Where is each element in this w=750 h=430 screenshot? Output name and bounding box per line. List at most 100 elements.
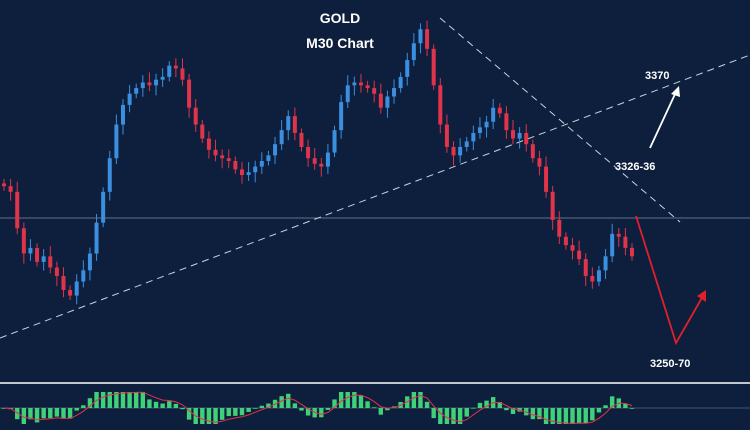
oscillator-bar [576,408,582,423]
oscillator-bar [457,408,463,424]
oscillator-bar [41,408,46,419]
oscillator-bar [100,392,106,408]
candle-body [246,172,251,176]
oscillator-bar [200,408,205,424]
candle-body [616,233,621,237]
level-label-mid: 3326-36 [615,161,655,173]
candle-body [306,146,311,159]
oscillator-bar [213,408,218,424]
candle-body [484,121,489,128]
candle-body [325,152,330,167]
level-label-lower: 3250-70 [650,358,690,370]
candle-body [239,169,244,176]
candle-body [398,76,403,89]
candle-body [372,88,377,94]
candle-body [332,130,337,153]
oscillator-bar [338,392,344,408]
oscillator-bar [332,399,337,408]
candle-body [120,104,125,125]
oscillator-bar [54,408,60,417]
candle-body [8,186,13,192]
oscillator-bar [219,408,225,420]
oscillator-bar [325,408,331,410]
candle-body [253,166,258,173]
oscillator-bar [67,408,73,419]
candle-body [352,82,357,86]
oscillator-bar [253,408,258,409]
candle-body [48,256,53,268]
candle-body [610,233,615,257]
oscillator-bar [147,399,152,408]
candle-body [299,132,304,147]
oscillator-bar [497,402,502,408]
oscillator-bar [629,408,635,409]
candle-body [530,144,535,159]
oscillator-bar [246,408,251,412]
oscillator-bar [286,393,291,408]
candle-body [319,163,324,167]
oscillator-bar [530,408,536,420]
oscillator-bar [570,408,575,424]
candle-body [630,247,634,257]
oscillator-bar [173,403,179,408]
oscillator-bar [537,408,542,420]
candle-body [292,116,297,133]
oscillator-bar [186,408,192,420]
candle-body [444,124,449,147]
oscillator-bar [305,408,311,416]
oscillator-bar [61,408,66,419]
candle-body [603,256,608,271]
candle-body [378,93,383,108]
oscillator-bar [424,401,430,408]
candle-body [160,76,165,80]
oscillator-bar [345,392,350,408]
candle-body [114,124,119,159]
chart-title: GOLD [320,10,360,26]
oscillator-bar [603,405,608,408]
oscillator-bar [378,408,383,415]
oscillator-bar [167,401,172,408]
oscillator-bar [319,408,324,418]
candle-body [544,166,549,192]
oscillator-bar [484,400,489,408]
candle-body [187,79,192,108]
oscillator-bar [21,408,27,424]
oscillator-bar [550,408,555,424]
candle-body [259,160,264,167]
candle-body [286,116,291,131]
oscillator-bar [590,408,595,421]
candle-body [94,222,99,254]
candle-body [345,85,350,103]
oscillator-bar [352,392,357,408]
candle-body [28,247,33,254]
oscillator-bar [418,392,423,408]
oscillator-bar [385,408,390,411]
oscillator-bar [206,408,212,424]
candle-body [458,146,463,156]
candle-body [497,107,502,114]
oscillator-bar [451,408,456,424]
candle-body [134,88,139,94]
candle-body [2,183,6,187]
candle-body [477,127,482,133]
oscillator-bar [15,408,20,420]
candle-body [365,85,370,89]
down-then-up-projection-line [635,215,704,346]
candle-body [101,191,106,223]
oscillator-bar [477,402,483,408]
candle-body [213,149,218,156]
oscillator-bar [120,392,126,408]
oscillator-bar [510,408,516,414]
candle-body [438,85,443,125]
candle-body [312,158,317,164]
candle-body [233,160,238,170]
oscillator-bar [371,407,377,409]
candle-body [570,245,575,251]
oscillator-bar [233,408,238,416]
candle-body [226,158,231,161]
oscillator-bar [299,408,304,411]
candle-body [173,65,178,69]
oscillator-bar [623,403,628,408]
